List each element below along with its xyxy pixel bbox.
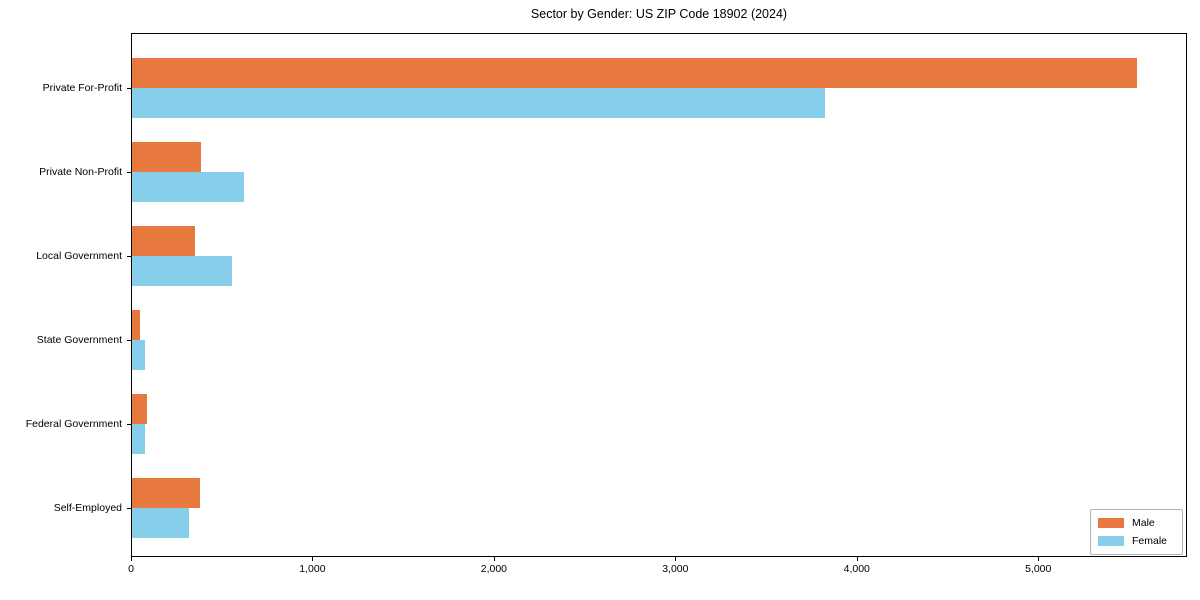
y-tick-federal-government — [127, 424, 131, 425]
legend-entry-male: Male — [1098, 515, 1176, 531]
y-tick-local-government — [127, 256, 131, 257]
x-tick-label-3000: 3,000 — [662, 563, 689, 575]
y-tick-private-non-profit — [127, 172, 131, 173]
y-label-self-employed: Self-Employed — [53, 502, 122, 514]
chart-title: Sector by Gender: US ZIP Code 18902 (202… — [530, 7, 788, 21]
legend: Male Female — [1090, 509, 1183, 555]
bar-female-state-government — [132, 340, 145, 370]
legend-label-male: Male — [1132, 517, 1155, 529]
y-tick-self-employed — [127, 508, 131, 509]
bar-female-local-government — [132, 256, 232, 286]
x-tick-2000 — [493, 557, 495, 561]
bar-female-federal-government — [132, 424, 145, 454]
bar-male-state-government — [132, 310, 140, 340]
x-tick-1000 — [312, 557, 314, 561]
y-label-local-government: Local Government — [36, 250, 122, 262]
x-tick-label-0: 0 — [128, 563, 134, 575]
x-tick-5000 — [1038, 557, 1040, 561]
x-tick-label-1000: 1,000 — [299, 563, 326, 575]
x-tick-0 — [131, 557, 132, 561]
legend-swatch-male — [1098, 518, 1124, 528]
y-tick-state-government — [127, 340, 131, 341]
y-label-federal-government: Federal Government — [25, 418, 122, 430]
x-tick-label-2000: 2,000 — [480, 563, 508, 575]
x-tick-4000 — [856, 557, 858, 561]
bar-male-self-employed — [132, 478, 200, 508]
legend-swatch-female — [1098, 536, 1124, 546]
bar-female-private-non-profit — [132, 172, 244, 202]
y-label-state-government: State Government — [36, 334, 122, 346]
bar-male-local-government — [132, 226, 195, 256]
bar-male-federal-government — [132, 394, 147, 424]
bar-female-self-employed — [132, 508, 189, 538]
x-tick-label-5000: 5,000 — [1025, 563, 1052, 575]
y-tick-private-for-profit — [127, 88, 131, 89]
plot-area — [131, 33, 1187, 557]
legend-label-female: Female — [1132, 535, 1168, 547]
x-tick-label-4000: 4,000 — [843, 563, 870, 575]
y-label-private-non-profit: Private Non-Profit — [39, 166, 122, 178]
y-label-private-for-profit: Private For-Profit — [42, 82, 122, 94]
bar-male-private-for-profit — [132, 58, 1137, 88]
legend-entry-female: Female — [1098, 533, 1176, 549]
bar-male-private-non-profit — [132, 142, 201, 172]
bar-female-private-for-profit — [132, 88, 825, 118]
x-tick-3000 — [675, 557, 677, 561]
